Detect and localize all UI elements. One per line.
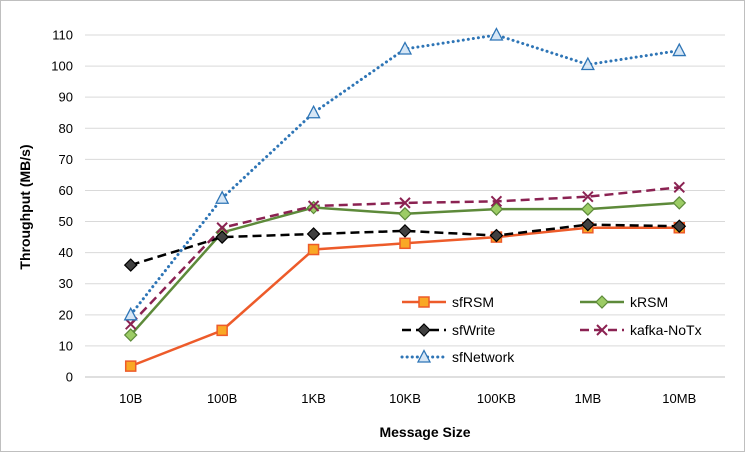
y-tick-label: 80 [59,121,73,136]
sfRSM-marker [124,360,137,372]
y-axis-title: Throughput (MB/s) [17,144,33,269]
y-tick-label: 110 [52,28,73,43]
kRSM-marker [581,202,595,216]
legend-label: sfRSM [452,294,494,310]
y-tick-label: 30 [59,276,73,291]
x-tick-label: 100KB [477,391,516,406]
sfNetwork-marker [672,42,687,57]
sfNetwork-marker [397,41,413,55]
sfWrite-marker [417,323,431,337]
sfWrite-marker [489,228,504,243]
y-tick-label: 50 [59,214,73,229]
y-axis-ticks: 0 10 20 30 40 50 60 70 80 90 100 110 [51,28,73,385]
kafka-NoTx-marker [307,200,320,212]
sfRSM-marker [399,237,411,250]
kafka-NoTx-marker [596,324,608,336]
legend-item-sfWrite: sfWrite [402,322,496,338]
kRSM-marker [306,200,321,215]
sfWrite-marker [672,219,687,234]
sfNetwork-marker [306,104,321,119]
y-tick-label: 60 [59,183,73,198]
legend-item-kRSM: kRSM [580,294,668,310]
legend-item-sfRSM: sfRSM [402,294,494,310]
x-tick-label: 100B [207,391,237,406]
gridlines [85,34,725,378]
y-tick-label: 10 [59,338,73,353]
legend-label: sfWrite [452,322,496,338]
sfNetwork-line [129,33,681,317]
series-group [123,27,687,372]
x-tick-label: 10KB [389,391,421,406]
kafka-NoTx-marker [490,195,503,208]
x-tick-label: 1KB [301,391,326,406]
sfNetwork-marker [489,27,504,41]
x-tick-label: 10B [119,391,142,406]
sfNetwork-marker [580,56,595,71]
kafka-NoTx-marker [582,190,594,203]
legend-label: kafka-NoTx [630,322,702,338]
sfWrite-marker [306,227,321,241]
y-tick-label: 70 [59,152,73,167]
legend: sfRSM kRSM sfWrite kafka-NoTx sfNetwork [400,294,702,365]
x-tick-label: 1MB [574,391,601,406]
kRSM-marker [672,196,687,210]
sfWrite-marker [215,230,229,244]
kafka-NoTx-marker [216,222,228,234]
sfRSM-marker [307,243,320,256]
y-tick-label: 0 [66,370,73,385]
sfNetwork-marker [123,306,138,321]
kafka-NoTx-marker [125,318,137,330]
y-tick-label: 100 [51,59,73,74]
sfWrite-marker [123,258,138,272]
x-axis-title: Message Size [379,424,470,440]
y-tick-label: 90 [59,90,73,105]
sfRSM-marker [418,296,430,308]
sfRSM-marker [216,324,228,337]
sfWrite-marker [398,224,412,238]
kRSM-marker [398,206,412,221]
legend-item-sfNetwork: sfNetwork [400,349,515,365]
kafka-NoTx-marker [673,181,685,194]
legend-item-kafka-NoTx: kafka-NoTx [580,322,702,338]
x-tick-label: 10MB [662,391,696,406]
y-tick-label: 40 [59,245,73,260]
x-axis-ticks: 10B 100B 1KB 10KB 100KB 1MB 10MB [119,391,696,406]
kRSM-marker [123,328,138,342]
legend-label: sfNetwork [452,349,515,365]
sfWrite-marker [581,217,595,232]
kRSM-marker [595,295,609,309]
sfNetwork-marker [416,349,432,363]
sfNetwork-marker [215,190,230,204]
kafka-NoTx-marker [399,197,411,209]
y-tick-label: 20 [59,307,73,322]
kRSM-marker [489,202,504,216]
legend-label: kRSM [630,294,668,310]
